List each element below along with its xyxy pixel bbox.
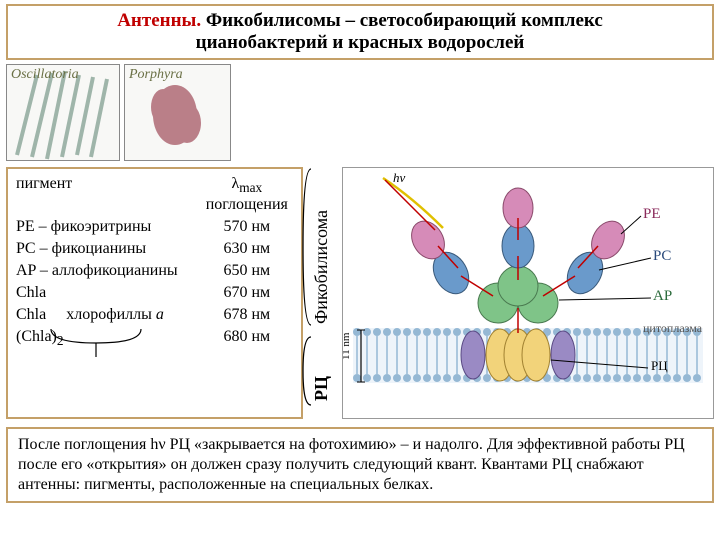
table-header: пигмент λmax поглощения (14, 173, 295, 216)
title-line1: Антенны. Фикобилисомы – светособирающий … (18, 10, 702, 32)
image-row: Oscillatoria Porphyra (6, 64, 714, 161)
hv-label: hν (393, 170, 406, 185)
footer-text: После поглощения hν РЦ «закрывается на ф… (18, 436, 685, 493)
title-box: Антенны. Фикобилисомы – светособирающий … (6, 4, 714, 60)
pe-label: PE (643, 206, 661, 222)
table-row: (Chla)2 680 нм (14, 326, 295, 351)
phycobilisome-diagram: hν PE PC AP цитоплазма РЦ 11 nm // draw … (342, 167, 714, 419)
table-row: Chla хлорофиллы a 678 нм (14, 304, 295, 326)
table-row: PC – фикоцианины630 нм (14, 238, 295, 260)
hdr-lambda: λmax поглощения (199, 173, 295, 216)
table-row: Chla670 нм (14, 282, 295, 304)
bracket-icon (301, 167, 315, 327)
porphyra-label: Porphyra (129, 67, 183, 83)
vertical-labels: Фикобилисома РЦ (309, 167, 336, 419)
title-line2: цианобактерий и красных водорослей (18, 32, 702, 54)
oscillatoria-label: Oscillatoria (11, 67, 79, 83)
rc-diagram-label: РЦ (651, 358, 668, 373)
bracket-icon (301, 335, 315, 407)
table-row: PE – фикоэритрины570 нм (14, 216, 295, 238)
diagram-svg: hν PE PC AP цитоплазма РЦ 11 nm (343, 168, 713, 418)
eleven-nm-label: 11 nm (343, 332, 352, 360)
ap-label: AP (653, 288, 672, 304)
pigment-table-box: пигмент λmax поглощения PE – фикоэритрин… (6, 167, 303, 419)
main-row: пигмент λmax поглощения PE – фикоэритрин… (6, 167, 714, 419)
pigment-table: пигмент λmax поглощения PE – фикоэритрин… (14, 173, 295, 351)
title-antenna: Антенны. (117, 10, 201, 31)
porphyra-image: Porphyra (124, 64, 231, 161)
title-rest1: Фикобилисомы – светособирающий комплекс (206, 10, 603, 31)
footer-box: После поглощения hν РЦ «закрывается на ф… (6, 427, 714, 503)
hdr-pigment: пигмент (14, 173, 199, 216)
table-row: AP – аллофикоцианины650 нм (14, 260, 295, 282)
cytoplasm-label: цитоплазма (643, 321, 703, 335)
oscillatoria-image: Oscillatoria (6, 64, 120, 161)
pc-label: PC (653, 248, 671, 264)
